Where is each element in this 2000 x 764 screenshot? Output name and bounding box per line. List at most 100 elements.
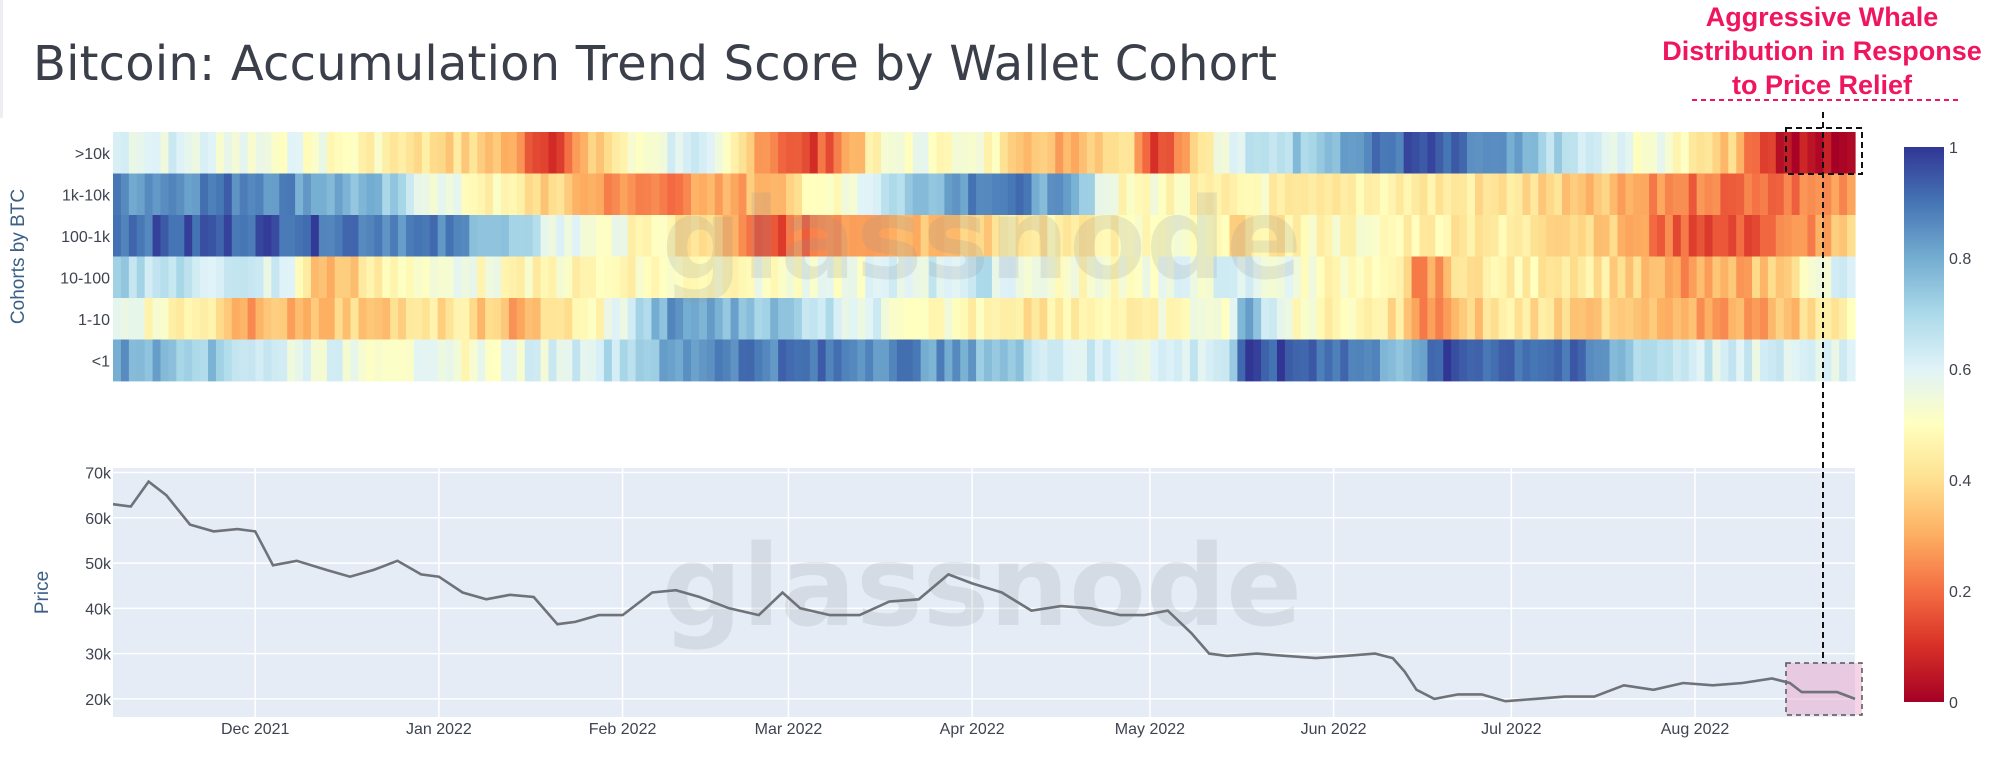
heatmap-cell (1696, 132, 1706, 174)
heatmap-cell (801, 298, 811, 340)
heatmap-cell (1807, 215, 1817, 257)
heatmap-cell (873, 215, 882, 257)
heatmap-cell (1039, 173, 1048, 216)
heatmap-cell (1340, 173, 1349, 216)
heatmap-cell (1189, 256, 1199, 299)
heatmap-cell (1625, 339, 1634, 382)
heatmap-cell (113, 173, 122, 216)
heatmap-cell (770, 132, 779, 174)
heatmap-cell (627, 132, 637, 174)
heatmap-cell (1086, 132, 1096, 174)
heatmap-cell (493, 256, 502, 299)
heatmap-cell (1221, 215, 1231, 257)
heatmap-cell (1015, 256, 1025, 299)
heatmap-cell (904, 215, 914, 257)
heatmap-cell (1736, 215, 1745, 257)
price-x-tick: May 2022 (1115, 721, 1185, 738)
heatmap-cell (1316, 215, 1326, 257)
heatmap-cell (342, 256, 352, 299)
heatmap-cell (627, 256, 637, 299)
heatmap-cell (1562, 173, 1571, 216)
heatmap-cell (1364, 256, 1373, 299)
heatmap-cell (1696, 339, 1706, 382)
heatmap-cell (556, 298, 565, 340)
heatmap-cell (1641, 298, 1650, 340)
heatmap-cell (770, 298, 779, 340)
heatmap-cell (1197, 173, 1207, 216)
heatmap-cell (1522, 298, 1531, 340)
heatmap-cell (944, 256, 953, 299)
heatmap-cell (999, 215, 1009, 257)
heatmap-cell (1047, 256, 1056, 299)
heatmap-cell (1562, 339, 1571, 382)
heatmap-cell (896, 215, 906, 257)
heatmap-cell (1427, 256, 1436, 299)
heatmap-cell (1791, 132, 1801, 174)
heatmap-cell (1387, 298, 1397, 340)
heatmap-cell (1411, 256, 1421, 299)
heatmap-cell (1166, 298, 1175, 340)
heatmap-cell (944, 132, 953, 174)
heatmap-cell (1071, 298, 1080, 340)
heatmap-cell (1633, 132, 1642, 174)
heatmap-cell (960, 215, 969, 257)
heatmap-cell (516, 215, 526, 257)
heatmap-cell (564, 339, 573, 382)
heatmap-cell (508, 339, 518, 382)
heatmap-cell (160, 256, 170, 299)
heatmap-cell (200, 173, 209, 216)
heatmap-row-labels: >10k 1k-10k 100-1k 10-100 1-10 <1 (60, 146, 111, 371)
heatmap-cell (398, 298, 407, 340)
heatmap-cell (572, 256, 581, 299)
heatmap-cell (500, 132, 510, 174)
heatmap-cell (1197, 256, 1207, 299)
heatmap-cell (706, 256, 716, 299)
heatmap-cell (429, 339, 439, 382)
heatmap-cell (762, 132, 771, 174)
heatmap-cell (1427, 215, 1436, 257)
heatmap-cell (857, 173, 866, 216)
heatmap-cell (667, 132, 676, 174)
heatmap-cell (1031, 298, 1041, 340)
heatmap-cell (888, 173, 898, 216)
heatmap-cell (1189, 339, 1199, 382)
heatmap-cell (1601, 256, 1611, 299)
heatmap-cell (1783, 173, 1793, 216)
heatmap-cell (1134, 215, 1143, 257)
heatmap-cell (1474, 173, 1484, 216)
heatmap-cell (683, 339, 692, 382)
price-plot-background (113, 468, 1855, 717)
heatmap-cell (572, 173, 581, 216)
heatmap-cell (1403, 215, 1413, 257)
heatmap-cell (485, 132, 494, 174)
heatmap-cell (1237, 132, 1246, 174)
heatmap-cell (1498, 256, 1508, 299)
heatmap-cell (1688, 173, 1698, 216)
heatmap-cell (1482, 215, 1492, 257)
heatmap-cell (564, 256, 573, 299)
heatmap-cell (176, 215, 185, 257)
heatmap-cell (303, 298, 312, 340)
heatmap-cell (1213, 298, 1223, 340)
heatmap-cell (1585, 339, 1595, 382)
heatmap-cell (1134, 132, 1143, 174)
heatmap-cell (865, 132, 874, 174)
heatmap-cell (1609, 256, 1619, 299)
heatmap-cell (984, 173, 993, 216)
heatmap-cell (374, 173, 383, 216)
heatmap-cell (239, 132, 249, 174)
heatmap-cell (1546, 298, 1555, 340)
heatmap-cell (1569, 173, 1579, 216)
heatmap-cell (611, 339, 621, 382)
heatmap-cell (1807, 173, 1817, 216)
heatmap-cell (1569, 215, 1579, 257)
heatmap-cell (865, 298, 874, 340)
heatmap-cell (413, 339, 423, 382)
heatmap-cell (1356, 173, 1365, 216)
heatmap-cell (619, 298, 629, 340)
heatmap-cell (1799, 132, 1809, 174)
heatmap-cell (1459, 132, 1468, 174)
heatmap-cell (1379, 256, 1389, 299)
heatmap-cell (1086, 339, 1096, 382)
heatmap-cell (128, 339, 138, 382)
